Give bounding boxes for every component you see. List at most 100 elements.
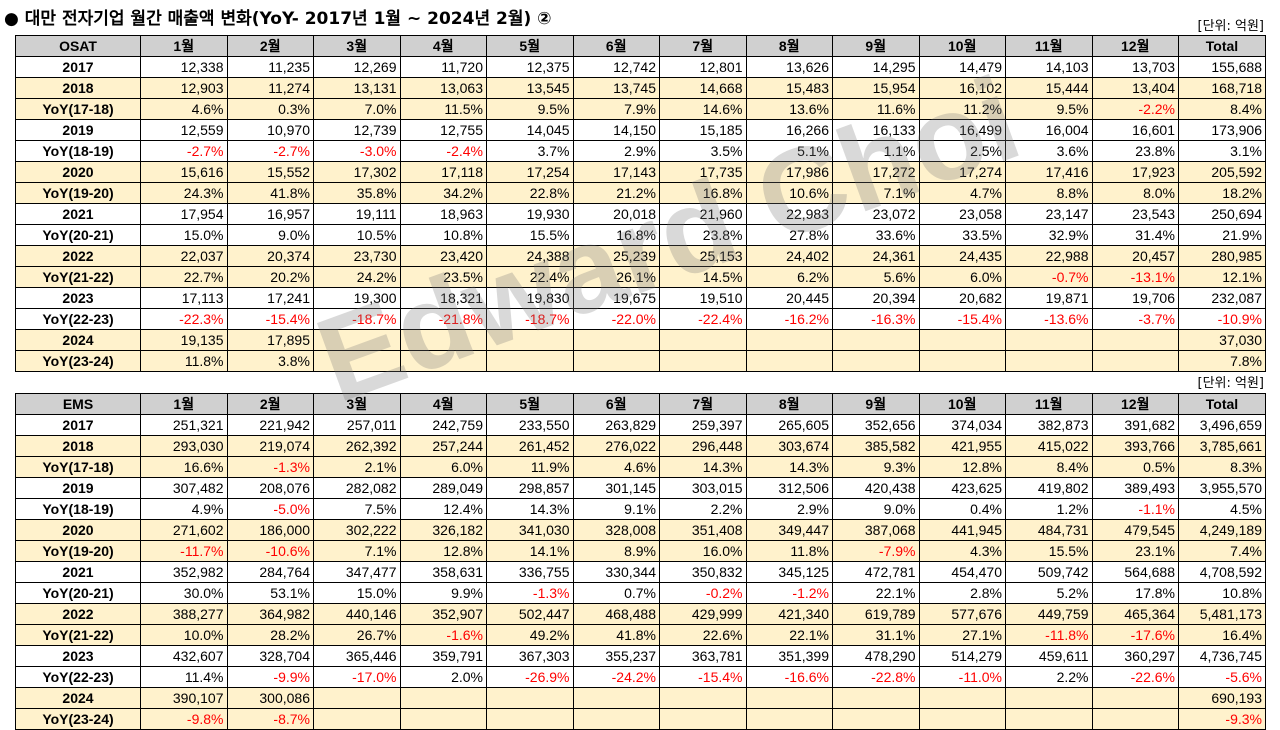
table-cell: 10.8% bbox=[399, 224, 487, 246]
table-cell: 22,983 bbox=[745, 203, 833, 225]
table-cell: 259,397 bbox=[659, 414, 747, 436]
year-row: 2023 432,607 328,704 365,446 359,791 367,303 3… bbox=[15, 645, 1266, 667]
table-cell: 468,488 bbox=[572, 603, 660, 625]
table-cell: 355,237 bbox=[572, 645, 660, 667]
table-cell: 21.9% bbox=[1178, 224, 1266, 246]
table-cell: 17,143 bbox=[572, 161, 660, 183]
table-cell: 24,435 bbox=[918, 245, 1006, 267]
table-cell: -18.7% bbox=[486, 308, 574, 330]
table-cell bbox=[486, 687, 574, 709]
table-cell: 15,483 bbox=[745, 77, 833, 99]
table-cell: -18.7% bbox=[313, 308, 401, 330]
table-cell bbox=[832, 687, 920, 709]
table-cell: 5.6% bbox=[832, 266, 920, 288]
table-cell: 20,457 bbox=[1091, 245, 1179, 267]
table-cell: 4,708,592 bbox=[1178, 561, 1266, 583]
table-cell: 26.7% bbox=[313, 624, 401, 646]
table-cell: 17,895 bbox=[226, 329, 314, 351]
page-title: ● 대만 전자기업 월간 매출액 변화(YoY- 2017년 1월 ~ 2024… bbox=[4, 9, 552, 29]
table-cell: 303,674 bbox=[745, 435, 833, 457]
table-cell: -15.4% bbox=[918, 308, 1006, 330]
table-cell bbox=[399, 687, 487, 709]
column-header: 7월 bbox=[659, 393, 747, 415]
table-cell: 13,626 bbox=[745, 56, 833, 78]
row-label: 2022 bbox=[15, 603, 141, 625]
table-cell: 2.9% bbox=[572, 140, 660, 162]
table-cell: 15.0% bbox=[313, 582, 401, 604]
table-cell: -1.3% bbox=[486, 582, 574, 604]
table-cell: -15.4% bbox=[226, 308, 314, 330]
table-cell: -15.4% bbox=[659, 666, 747, 688]
table-cell: 14,668 bbox=[659, 77, 747, 99]
table-cell: 326,182 bbox=[399, 519, 487, 541]
table-cell: 22.8% bbox=[486, 182, 574, 204]
table-cell: 454,470 bbox=[918, 561, 1006, 583]
table-cell: 232,087 bbox=[1178, 287, 1266, 309]
table-cell: 9.0% bbox=[226, 224, 314, 246]
year-row: 2018 12,903 11,274 13,131 13,063 13,545 13,745… bbox=[15, 77, 1266, 99]
table-cell bbox=[486, 329, 574, 351]
table-cell: 262,392 bbox=[313, 435, 401, 457]
table-cell: 30.0% bbox=[140, 582, 228, 604]
table-cell: 16,102 bbox=[918, 77, 1006, 99]
table-cell: 11.6% bbox=[832, 98, 920, 120]
table-cell bbox=[659, 687, 747, 709]
table-cell: 10.6% bbox=[745, 182, 833, 204]
table-cell bbox=[918, 329, 1006, 351]
table-cell: 13.6% bbox=[745, 98, 833, 120]
table-cell: 17,254 bbox=[486, 161, 574, 183]
table-cell: 4.7% bbox=[918, 182, 1006, 204]
column-header: 2월 bbox=[226, 35, 314, 57]
table-cell: -21.8% bbox=[399, 308, 487, 330]
table-cell: 8.0% bbox=[1091, 182, 1179, 204]
table-cell: 263,829 bbox=[572, 414, 660, 436]
table-cell bbox=[832, 350, 920, 372]
yoy-row: YoY(17-18) 4.6% 0.3% 7.0% 11.5% 9.5% 7.9% 14.6%… bbox=[15, 98, 1266, 120]
table-cell: 2.2% bbox=[659, 498, 747, 520]
table-cell bbox=[659, 350, 747, 372]
table-cell: 387,068 bbox=[832, 519, 920, 541]
table-cell: 10.5% bbox=[313, 224, 401, 246]
table-cell bbox=[313, 708, 401, 730]
table-cell: -13.6% bbox=[1005, 308, 1093, 330]
table-cell: 26.1% bbox=[572, 266, 660, 288]
table-cell bbox=[918, 687, 1006, 709]
table-cell: 17,735 bbox=[659, 161, 747, 183]
table-header-row: EMS 1월 2월 3월 4월 5월 6월 7월 8월 9월 10월 11월 12월 Total bbox=[15, 393, 1266, 415]
year-row: 2020 271,602 186,000 302,222 326,182 341,030 3… bbox=[15, 519, 1266, 541]
table-cell: 205,592 bbox=[1178, 161, 1266, 183]
row-label: YoY(17-18) bbox=[15, 98, 141, 120]
table-cell: 7.1% bbox=[832, 182, 920, 204]
table-cell: 173,906 bbox=[1178, 119, 1266, 141]
table-cell: 19,830 bbox=[486, 287, 574, 309]
year-row: 2021 17,954 16,957 19,111 18,963 19,930 20,018… bbox=[15, 203, 1266, 225]
row-label: 2019 bbox=[15, 119, 141, 141]
table-cell: 328,704 bbox=[226, 645, 314, 667]
table-cell bbox=[313, 687, 401, 709]
year-row: 2018 293,030 219,074 262,392 257,244 261,452 2… bbox=[15, 435, 1266, 457]
yoy-row: YoY(22-23) -22.3% -15.4% -18.7% -21.8% -18.7%… bbox=[15, 308, 1266, 330]
table-cell: 41.8% bbox=[572, 624, 660, 646]
year-row: 2017 12,338 11,235 12,269 11,720 12,375 12,742… bbox=[15, 56, 1266, 78]
table-cell: 23.5% bbox=[399, 266, 487, 288]
table-cell: 16,601 bbox=[1091, 119, 1179, 141]
table-cell: -17.0% bbox=[313, 666, 401, 688]
table-cell: 20,682 bbox=[918, 287, 1006, 309]
table-cell: 3.5% bbox=[659, 140, 747, 162]
year-row: 2020 15,616 15,552 17,302 17,118 17,254 17,143… bbox=[15, 161, 1266, 183]
table-cell: 19,300 bbox=[313, 287, 401, 309]
table-cell: 12.8% bbox=[399, 540, 487, 562]
table-cell: 208,076 bbox=[226, 477, 314, 499]
table-cell: 11.9% bbox=[486, 456, 574, 478]
table-cell: -0.7% bbox=[1005, 266, 1093, 288]
row-label: 2020 bbox=[15, 519, 141, 541]
table-cell: 12,375 bbox=[486, 56, 574, 78]
column-header: 8월 bbox=[745, 35, 833, 57]
row-label: YoY(17-18) bbox=[15, 456, 141, 478]
table-cell: 233,550 bbox=[486, 414, 574, 436]
table-cell: 10,970 bbox=[226, 119, 314, 141]
table-cell bbox=[659, 708, 747, 730]
row-label: YoY(18-19) bbox=[15, 498, 141, 520]
table-cell: 2.2% bbox=[1005, 666, 1093, 688]
table-cell bbox=[313, 329, 401, 351]
